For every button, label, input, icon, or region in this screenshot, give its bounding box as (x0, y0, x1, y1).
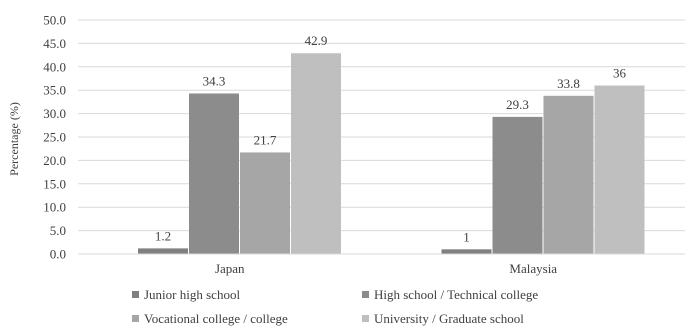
y-tick-label: 25.0 (43, 130, 66, 145)
y-tick-label: 15.0 (43, 176, 66, 191)
data-label: 33.8 (557, 76, 580, 91)
y-tick-label: 50.0 (43, 13, 66, 28)
y-tick-label: 40.0 (43, 59, 66, 74)
legend-label: Vocational college / college (144, 311, 288, 326)
y-tick-label: 5.0 (50, 223, 66, 238)
data-label: 36 (613, 66, 627, 81)
data-label: 1 (463, 229, 470, 244)
data-label: 42.9 (305, 33, 328, 48)
y-tick-label: 0.0 (50, 247, 66, 262)
gridlines (78, 19, 685, 232)
legend-label: Junior high school (144, 287, 240, 302)
data-label: 34.3 (203, 73, 226, 88)
bar-junior-high-school-malaysia (441, 249, 492, 254)
legend-swatch (362, 291, 369, 298)
bars (138, 53, 645, 255)
legend-swatch (132, 291, 139, 298)
y-tick-label: 10.0 (43, 200, 66, 215)
y-tick-label: 20.0 (43, 153, 66, 168)
legend-label: High school / Technical college (374, 287, 538, 302)
y-tick-label: 45.0 (43, 36, 66, 51)
data-labels: 1.2 34.3 21.7 42.9 1 29.3 33.8 36 (155, 33, 627, 244)
legend-swatch (362, 315, 369, 322)
legend: Junior high school High school / Technica… (132, 287, 538, 326)
data-label: 29.3 (506, 97, 529, 112)
y-tick-label: 35.0 (43, 83, 66, 98)
legend-swatch (132, 315, 139, 322)
bar-vocational-college-college-japan (240, 152, 290, 254)
x-axis-ticks: Japan Malaysia (215, 261, 557, 276)
data-label: 1.2 (155, 228, 171, 243)
bar-university-graduate-school-japan (291, 53, 341, 255)
bar-university-graduate-school-malaysia (594, 85, 645, 255)
x-tick-label: Malaysia (509, 261, 557, 276)
bar-junior-high-school-japan (138, 248, 188, 254)
bar-high-school-technical-college-malaysia (492, 116, 543, 254)
y-axis-ticks: 0.0 5.0 10.0 15.0 20.0 25.0 30.0 35.0 40.0 45.0 50… (43, 13, 66, 262)
bar-vocational-college-college-malaysia (543, 95, 594, 254)
x-tick-label: Japan (215, 261, 245, 276)
y-tick-label: 30.0 (43, 106, 66, 121)
legend-label: University / Graduate school (374, 311, 524, 326)
data-label: 21.7 (254, 132, 277, 147)
bar-high-school-technical-college-japan (189, 93, 239, 254)
y-axis-label: Percentage (%) (7, 102, 21, 176)
